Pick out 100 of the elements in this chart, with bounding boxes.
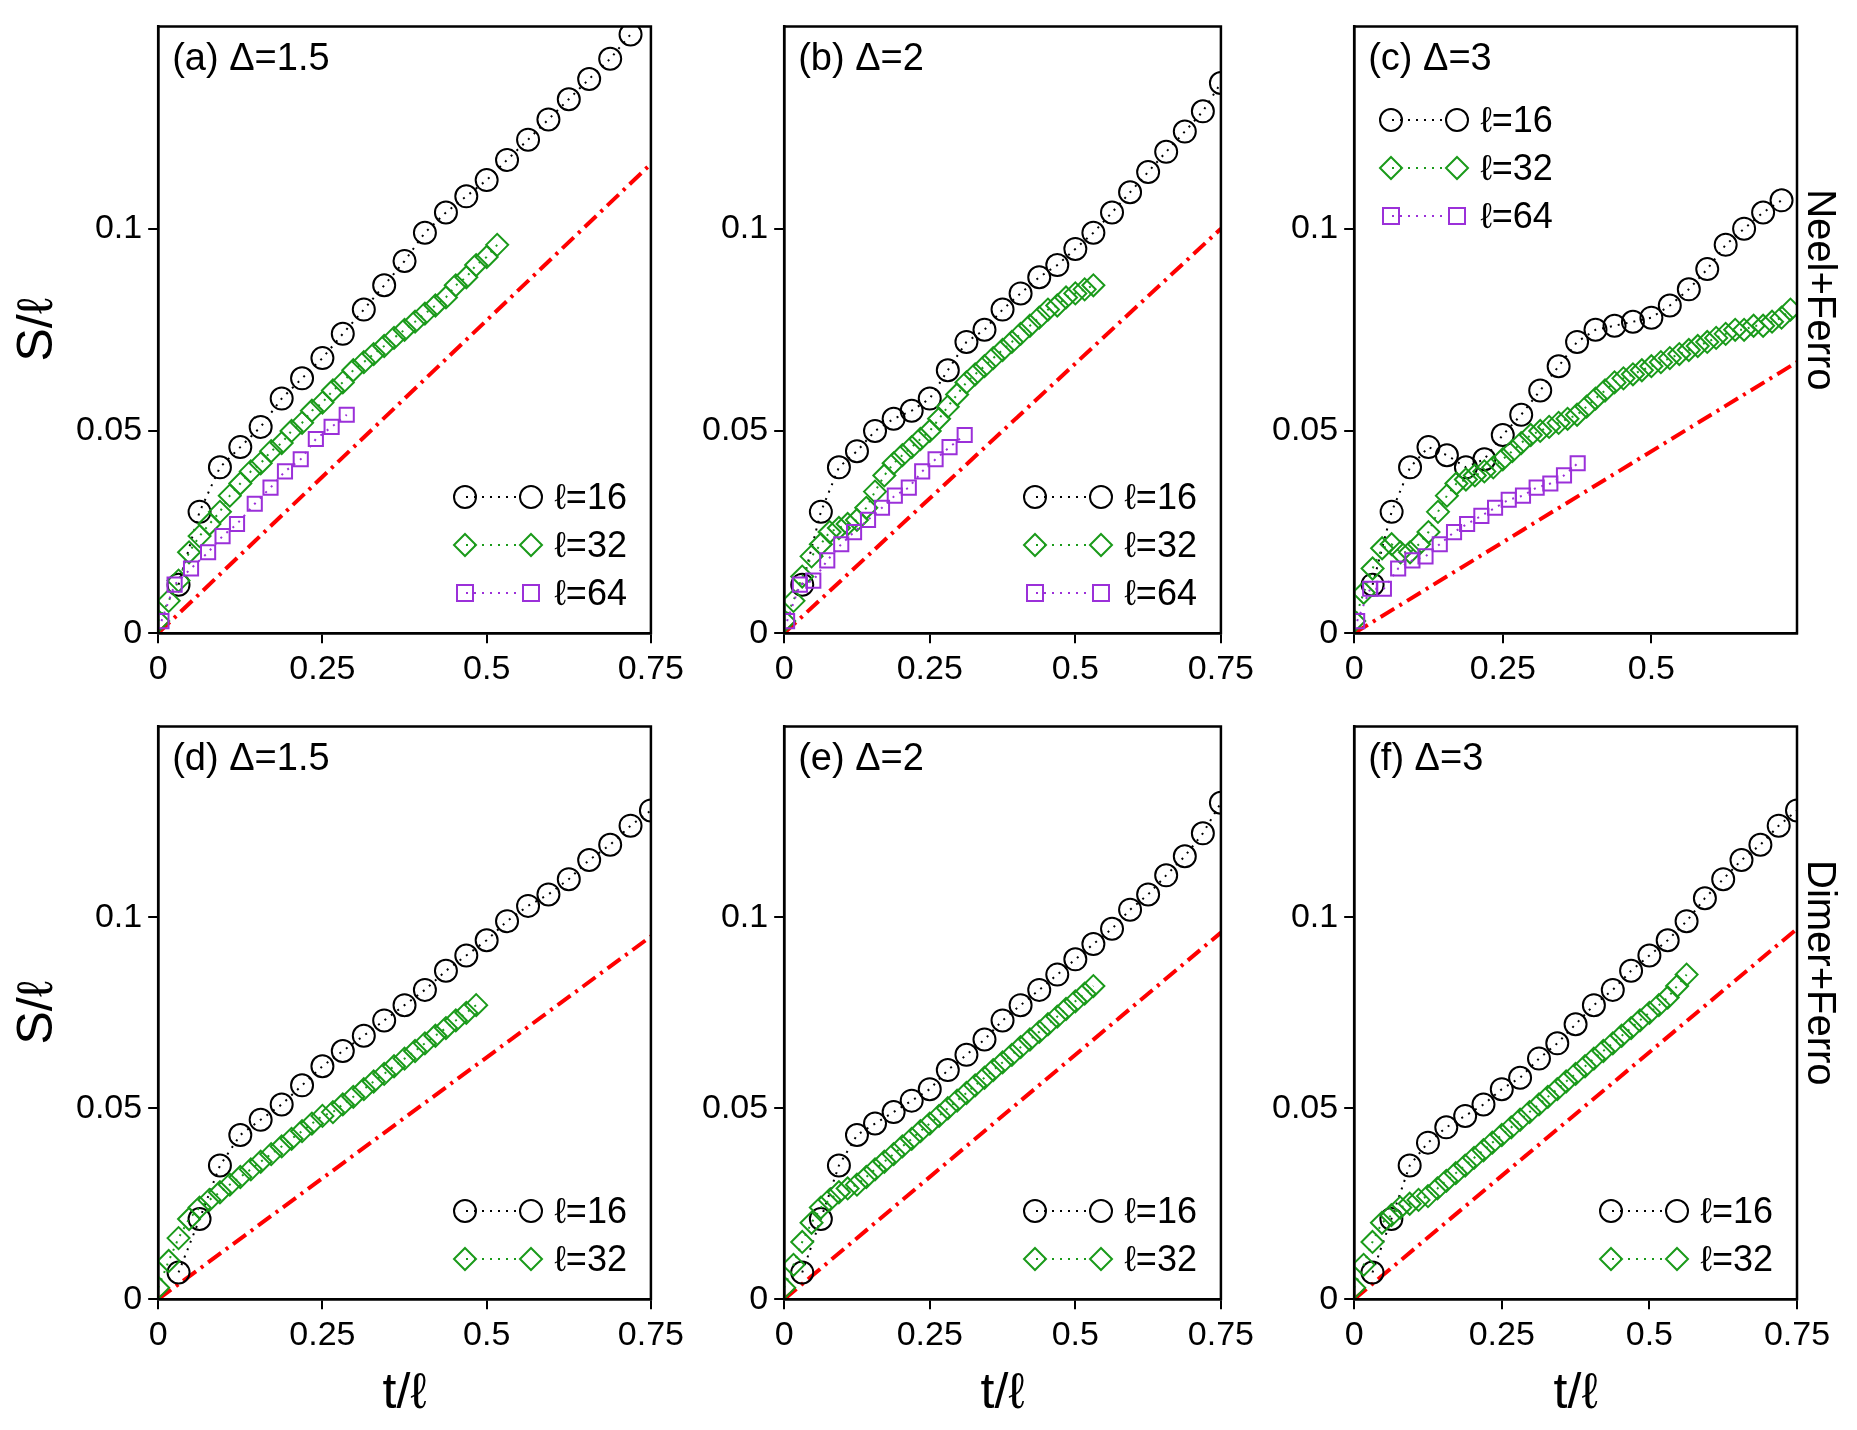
point — [1490, 447, 1515, 472]
point — [1537, 414, 1562, 439]
point — [269, 431, 294, 456]
point — [990, 1008, 1015, 1033]
point — [330, 321, 355, 346]
point — [279, 418, 304, 443]
point — [330, 1092, 355, 1117]
point — [1434, 483, 1459, 508]
point — [890, 1134, 915, 1159]
point — [1397, 1153, 1422, 1178]
point — [443, 273, 468, 298]
point — [1100, 200, 1125, 225]
point — [1063, 989, 1088, 1014]
point — [618, 813, 643, 838]
point — [1593, 378, 1618, 403]
point — [1609, 1023, 1634, 1048]
legend-label: ℓ=64 — [1124, 572, 1197, 615]
x-tick-label: 0.75 — [617, 647, 685, 686]
point — [972, 317, 997, 342]
point — [808, 532, 833, 557]
point — [972, 354, 997, 379]
x-axis-title: t/ℓ — [1553, 1362, 1598, 1419]
point — [372, 1008, 397, 1033]
point — [1769, 188, 1794, 213]
point — [1695, 329, 1720, 354]
point — [299, 398, 324, 423]
point — [403, 309, 428, 334]
point — [1008, 993, 1033, 1018]
x-tick-label: 0.5 — [1627, 647, 1676, 686]
point — [1375, 580, 1392, 597]
point — [790, 1260, 815, 1285]
point — [1434, 1168, 1459, 1193]
point — [228, 435, 253, 460]
point — [351, 1023, 376, 1048]
point — [835, 511, 860, 536]
point — [158, 588, 181, 613]
point — [1591, 1038, 1616, 1063]
point — [182, 560, 200, 577]
y2-axis-title: Dimer+Ferro — [1799, 860, 1844, 1086]
point — [556, 867, 581, 892]
point — [1017, 1027, 1042, 1052]
point — [1136, 882, 1161, 907]
point — [158, 1249, 181, 1274]
point — [292, 451, 309, 468]
point — [290, 1119, 315, 1144]
point — [881, 406, 906, 431]
point — [900, 479, 917, 496]
x-axis-title: t/ℓ — [382, 1362, 427, 1419]
point — [1481, 455, 1506, 480]
point — [1390, 560, 1407, 577]
point — [1063, 947, 1088, 972]
point — [341, 1084, 366, 1109]
point — [1646, 993, 1671, 1018]
point — [1602, 370, 1627, 395]
point — [1545, 1077, 1570, 1102]
point — [1453, 1153, 1478, 1178]
point — [1072, 981, 1097, 1006]
point — [372, 273, 397, 298]
point — [433, 958, 458, 983]
point — [999, 1042, 1024, 1067]
point — [1526, 1092, 1551, 1117]
point — [1676, 338, 1701, 363]
point — [1760, 309, 1785, 334]
point — [935, 1058, 960, 1083]
x-tick-label: 0.5 — [1051, 1313, 1099, 1352]
point — [1676, 277, 1701, 302]
point — [1713, 232, 1738, 257]
point — [1565, 329, 1590, 354]
point — [454, 184, 479, 209]
point — [817, 1187, 842, 1212]
point — [1388, 1195, 1413, 1220]
point — [1563, 1061, 1588, 1086]
point — [1416, 435, 1441, 460]
point — [1027, 305, 1052, 330]
point — [433, 285, 458, 310]
point — [863, 479, 888, 504]
legend-label: ℓ=64 — [554, 572, 627, 615]
point — [1751, 313, 1776, 338]
point — [307, 430, 324, 448]
point — [1648, 350, 1673, 375]
point — [1472, 459, 1497, 484]
point — [1573, 1054, 1598, 1079]
point — [1600, 1031, 1625, 1056]
point — [228, 515, 246, 533]
point — [577, 848, 602, 873]
point — [1415, 1130, 1440, 1155]
point — [1657, 293, 1682, 318]
point — [1611, 366, 1636, 391]
point — [1471, 1138, 1496, 1163]
x-tick-label: 0 — [148, 647, 168, 686]
point — [1008, 1035, 1033, 1060]
point — [1499, 1115, 1524, 1140]
point — [981, 346, 1006, 371]
point — [214, 528, 231, 545]
point — [238, 1157, 263, 1182]
point — [1583, 317, 1608, 342]
point — [1602, 313, 1627, 338]
point — [1360, 572, 1385, 597]
point — [248, 1149, 273, 1174]
point — [1369, 1210, 1394, 1235]
